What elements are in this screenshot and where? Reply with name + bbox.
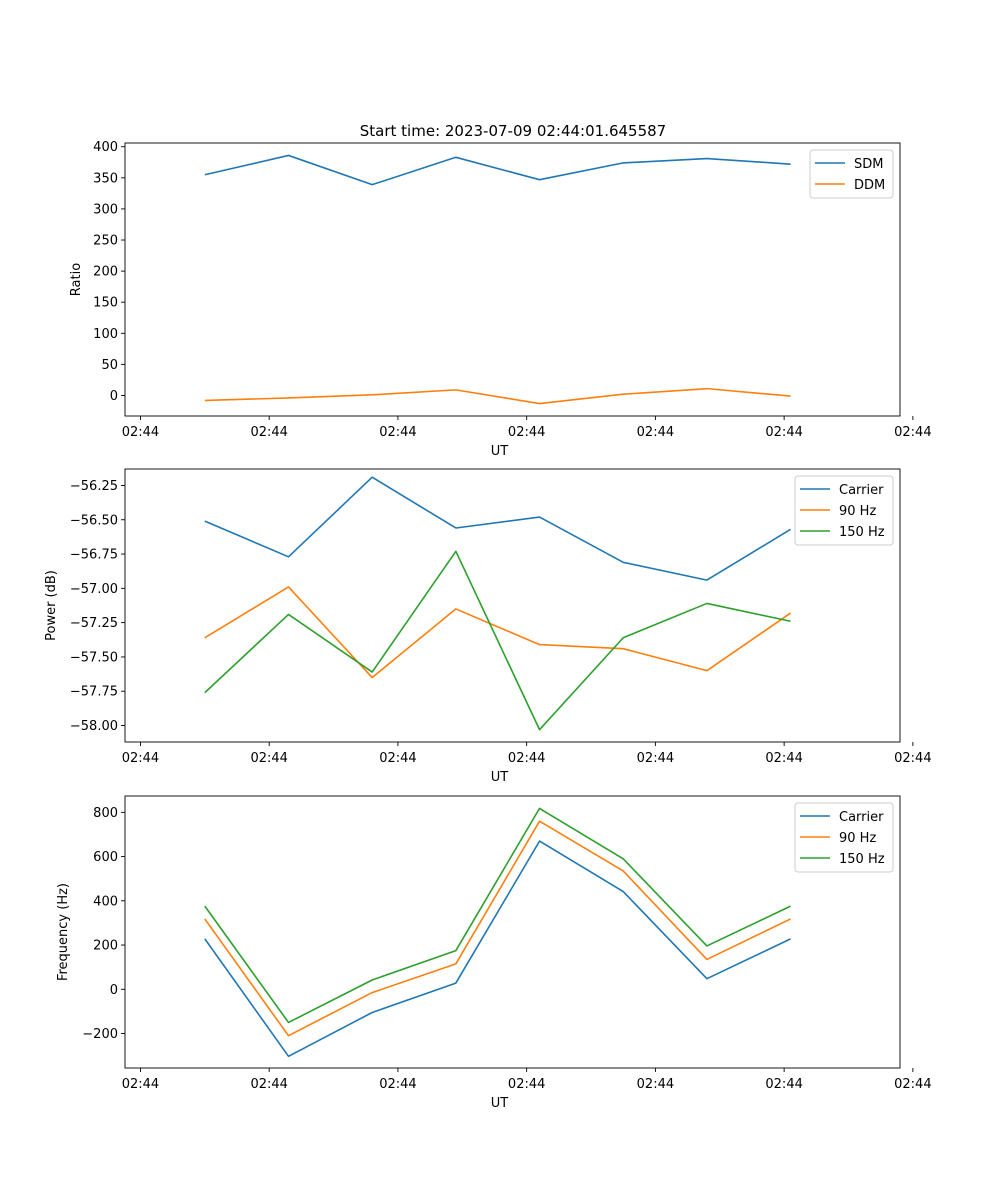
y-tick-label: 350 [93, 171, 118, 186]
x-tick-label: 02:44 [250, 425, 287, 440]
y-tick-label: −57.75 [70, 685, 118, 700]
legend-entry: SDM [854, 157, 883, 172]
x-tick-label: 02:44 [122, 425, 159, 440]
legend-entry: 90 Hz [839, 831, 876, 846]
legend-box [794, 802, 894, 873]
x-tick-label: 02:44 [508, 1077, 545, 1092]
x-tick-label: 02:44 [637, 1077, 674, 1092]
legend: Carrier 90 Hz 150 Hz [794, 475, 894, 546]
y-tick-label: −56.25 [70, 479, 118, 494]
series-line-carrier [204, 476, 791, 581]
x-tick-label: 02:44 [379, 1077, 416, 1092]
series-line-90-hz [204, 586, 792, 679]
y-tick-label: −56.50 [70, 513, 118, 528]
legend: SDM DDM [809, 149, 894, 199]
y-tick-label: 400 [93, 140, 118, 155]
axes-frame [124, 795, 901, 1069]
legend-entry: Carrier [839, 483, 884, 498]
legend-box [794, 475, 894, 546]
y-tick-label: 300 [93, 202, 118, 217]
y-tick-label: −58.00 [70, 719, 118, 734]
x-tick-label: 02:44 [122, 751, 159, 766]
x-tick-label: 02:44 [765, 1077, 802, 1092]
x-tick-label: 02:44 [894, 425, 931, 440]
x-tick-label: 02:44 [250, 751, 287, 766]
legend-entry: DDM [854, 178, 885, 193]
figure-title: Start time: 2023-07-09 02:44:01.645587 [360, 122, 666, 140]
y-tick-label: 250 [93, 234, 118, 249]
x-axis-label: UT [491, 1096, 509, 1111]
x-tick-label: 02:44 [637, 425, 674, 440]
x-tick-label: 02:44 [122, 1077, 159, 1092]
y-tick-label: 200 [93, 939, 118, 954]
y-tick-label: −57.50 [70, 650, 118, 665]
subplot-2: 02:44 02:44 02:44 02:44 02:44 02:44 02:44 −56.2… [44, 468, 932, 785]
series-line-sdm [204, 154, 791, 186]
y-axis-label: Ratio [69, 263, 84, 296]
legend-entry: 150 Hz [839, 525, 885, 540]
legend-entry: 150 Hz [839, 852, 885, 867]
legend-entry: Carrier [839, 810, 884, 825]
y-tick-label: −200 [82, 1027, 118, 1042]
y-tick-label: 150 [93, 296, 118, 311]
subplots: 02:44 02:44 02:44 02:44 02:44 02:44 02:44 0 50 10… [44, 140, 932, 1111]
y-tick-label: 800 [93, 806, 118, 821]
y-tick-label: −56.75 [70, 548, 118, 563]
x-tick-label: 02:44 [508, 751, 545, 766]
x-tick-label: 02:44 [894, 751, 931, 766]
y-tick-label: −57.25 [70, 616, 118, 631]
x-axis-label: UT [491, 444, 509, 459]
y-axis-label: Power (dB) [44, 570, 59, 641]
x-tick-label: 02:44 [765, 751, 802, 766]
legend-entry: 90 Hz [839, 504, 876, 519]
x-tick-label: 02:44 [250, 1077, 287, 1092]
y-tick-label: −57.00 [70, 582, 118, 597]
y-tick-label: 400 [93, 894, 118, 909]
series-line-150-hz [204, 807, 791, 1024]
subplot-1: 02:44 02:44 02:44 02:44 02:44 02:44 02:44 0 50 10… [69, 140, 932, 459]
axes-frame [124, 468, 901, 743]
x-tick-label: 02:44 [765, 425, 802, 440]
x-tick-label: 02:44 [637, 751, 674, 766]
y-tick-label: 100 [93, 327, 118, 342]
x-tick-label: 02:44 [379, 751, 416, 766]
x-tick-label: 02:44 [379, 425, 416, 440]
series-line-150-hz [204, 550, 791, 731]
y-tick-label: 50 [101, 358, 118, 373]
y-axis-label: Frequency (Hz) [56, 883, 71, 981]
y-tick-label: 600 [93, 850, 118, 865]
x-axis-label: UT [491, 770, 509, 785]
axes-frame [124, 142, 901, 417]
subplot-3: 02:44 02:44 02:44 02:44 02:44 02:44 02:44 −200 0… [56, 795, 932, 1111]
legend: Carrier 90 Hz 150 Hz [794, 802, 894, 873]
y-tick-label: 0 [110, 389, 118, 404]
x-tick-label: 02:44 [894, 1077, 931, 1092]
series-line-90-hz [204, 820, 791, 1037]
y-tick-label: 0 [110, 983, 118, 998]
series-line-carrier [204, 840, 791, 1058]
y-tick-label: 200 [93, 265, 118, 280]
legend-box [809, 149, 894, 199]
x-tick-label: 02:44 [508, 425, 545, 440]
series-line-ddm [204, 387, 791, 405]
